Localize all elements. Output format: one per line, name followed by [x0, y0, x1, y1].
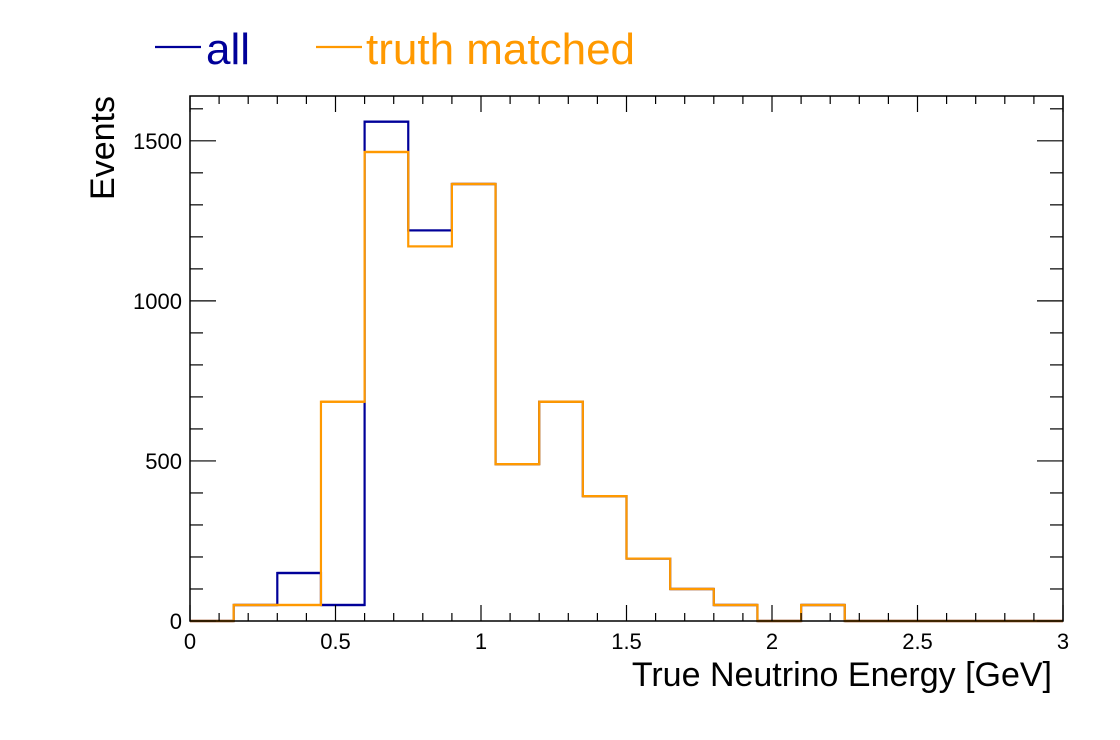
legend: all truth matched — [155, 25, 635, 74]
x-tick-label: 3 — [1057, 629, 1069, 654]
x-axis-title: True Neutrino Energy [GeV] — [632, 656, 1052, 694]
x-tick-label: 2 — [766, 629, 778, 654]
legend-label: all — [206, 25, 250, 74]
series-truth-matched — [190, 150, 1063, 623]
legend-label: truth matched — [366, 25, 635, 74]
axis-tick-labels: 0 0.5 1 1.5 2 2.5 3 0 500 1000 1500 — [133, 129, 1069, 654]
series-layer — [190, 120, 1063, 623]
y-tick-label: 1000 — [133, 289, 182, 314]
series-line-truth-matched — [190, 150, 1063, 623]
x-tick-label: 1.5 — [611, 629, 642, 654]
x-tick-label: 1 — [475, 629, 487, 654]
y-tick-label: 0 — [170, 609, 182, 634]
y-tick-label: 1500 — [133, 129, 182, 154]
x-tick-label: 0.5 — [320, 629, 351, 654]
x-tick-label: 0 — [184, 629, 196, 654]
axis-ticks — [189, 96, 1064, 622]
y-axis-title: Events — [84, 96, 122, 200]
y-tick-label: 500 — [145, 449, 182, 474]
x-tick-label: 2.5 — [902, 629, 933, 654]
